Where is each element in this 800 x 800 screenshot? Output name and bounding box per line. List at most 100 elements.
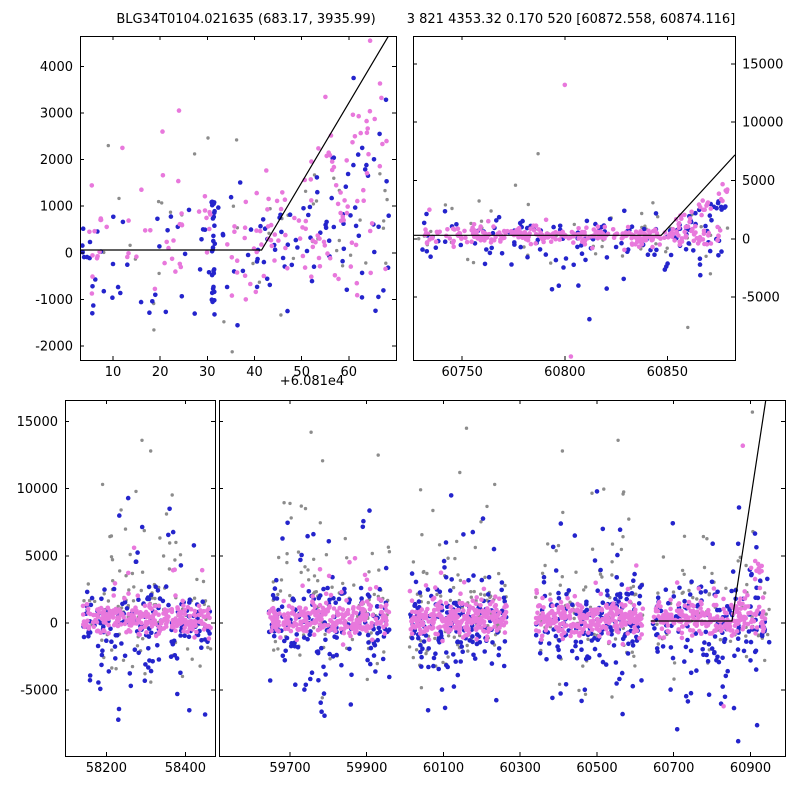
scatter-point [479, 597, 484, 602]
scatter-point [278, 206, 284, 212]
x-tick-label: 10 [105, 365, 122, 380]
scatter-point [170, 493, 174, 497]
scatter-point [620, 254, 625, 258]
scatter-point [207, 631, 212, 636]
scatter-point [128, 683, 134, 689]
scatter-point [697, 256, 703, 262]
scatter-point [140, 614, 145, 619]
scatter-point [137, 626, 143, 632]
scatter-point [178, 633, 183, 638]
scatter-point [257, 280, 262, 284]
scatter-point [303, 606, 309, 611]
scatter-point [582, 620, 587, 625]
scatter-point [282, 638, 287, 644]
scatter-point [81, 254, 87, 260]
scatter-point [171, 638, 177, 644]
scatter-point [664, 612, 669, 618]
scatter-point [105, 605, 111, 611]
scatter-point [169, 608, 174, 614]
scatter-point [706, 233, 711, 238]
scatter-point [550, 603, 555, 609]
scatter-point-outlier [616, 438, 620, 442]
scatter-point [433, 636, 437, 641]
scatter-point [585, 236, 590, 241]
scatter-point [471, 573, 476, 578]
scatter-point [711, 586, 717, 591]
scatter-point [320, 696, 324, 700]
scatter-point [234, 258, 240, 264]
scatter-point [291, 256, 296, 261]
scatter-point [678, 619, 684, 624]
scatter-point [325, 251, 330, 256]
scatter-point [142, 528, 146, 533]
scatter-point [484, 247, 489, 252]
scatter-point [592, 622, 598, 627]
scatter-point [332, 634, 337, 639]
scatter-point [164, 512, 169, 516]
y-tick-label: 1000 [40, 200, 73, 215]
scatter-point [325, 585, 330, 591]
scatter-point [496, 214, 502, 220]
scatter-point [558, 521, 564, 526]
scatter-point [419, 639, 423, 643]
scatter-point [359, 596, 364, 601]
scatter-point [763, 591, 767, 595]
scatter-point [329, 159, 335, 164]
scatter-point [600, 624, 606, 629]
scatter-point [636, 601, 642, 606]
scatter-point [303, 613, 308, 619]
y-tick-label: 0 [65, 246, 73, 261]
scatter-point [342, 586, 347, 592]
scatter-point [691, 232, 697, 237]
scatter-point [166, 602, 171, 608]
scatter-point [142, 228, 148, 233]
scatter-point [242, 235, 247, 241]
scatter-point [128, 623, 134, 628]
scatter-point [109, 555, 114, 559]
scatter-point [606, 639, 612, 645]
scatter-point [375, 661, 379, 666]
scatter-point [752, 576, 758, 582]
scatter-point [373, 669, 378, 674]
scatter-point [282, 197, 288, 202]
scatter-point [583, 257, 588, 263]
scatter-point [676, 221, 681, 227]
scatter-point [581, 627, 586, 632]
scatter-point [132, 585, 136, 589]
scatter-point [599, 606, 604, 612]
scatter-point [565, 603, 570, 608]
scatter-point [453, 556, 457, 561]
scatter-point [310, 244, 316, 250]
scatter-point [569, 607, 575, 613]
x-tick-label: 60850 [647, 365, 688, 380]
scatter-point [274, 596, 280, 601]
scatter-point [600, 575, 604, 579]
scatter-point [354, 292, 360, 298]
scatter-point [341, 620, 347, 626]
scatter-point [483, 593, 487, 597]
scatter-point [155, 216, 160, 222]
scatter-point [550, 695, 555, 701]
scatter-point [367, 625, 372, 631]
scatter-point [729, 602, 734, 608]
scatter-point [126, 218, 131, 223]
scatter-point [201, 627, 207, 632]
scatter-point [472, 608, 478, 613]
scatter-point [367, 586, 373, 592]
scatter-point [115, 284, 121, 290]
scatter-point [377, 568, 381, 572]
scatter-point [324, 553, 329, 557]
scatter-point [571, 262, 576, 268]
scatter-point [610, 573, 614, 577]
scatter-point [251, 261, 255, 266]
scatter-point [431, 607, 437, 613]
scatter-point [707, 248, 713, 254]
scatter-point [353, 242, 359, 248]
scatter-point [438, 570, 444, 575]
scatter-point-outlier [740, 443, 746, 449]
scatter-point [192, 635, 197, 640]
scatter-point [596, 618, 601, 623]
scatter-point [654, 231, 660, 236]
scatter-point [528, 226, 533, 231]
